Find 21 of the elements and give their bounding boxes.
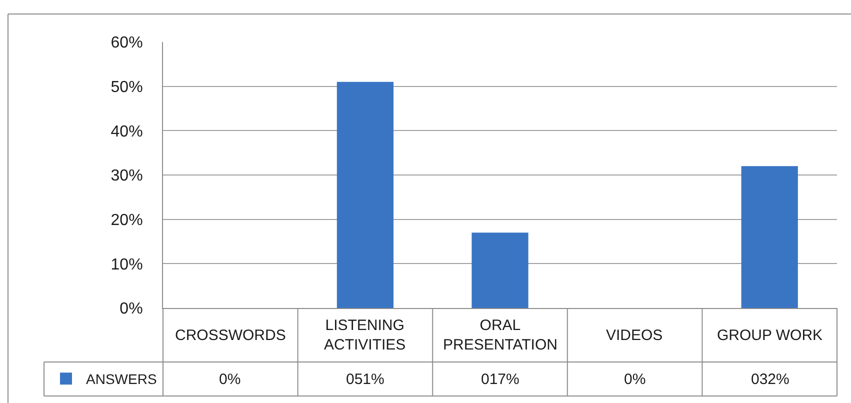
bar — [472, 232, 528, 308]
y-tick-label: 0% — [120, 300, 143, 318]
y-tick-label: 40% — [110, 123, 143, 140]
y-tick-label: 10% — [110, 256, 143, 274]
data-label: 032% — [751, 371, 790, 388]
x-tick-label: LISTENING ACTIVITIES — [324, 317, 406, 354]
x-tick-label: VIDEOS — [606, 327, 663, 344]
x-tick-label: CROSSWORDS — [175, 327, 286, 344]
y-tick-label: 60% — [110, 34, 143, 52]
data-label: 0% — [219, 371, 241, 388]
y-tick-label: 20% — [110, 212, 143, 229]
x-tick-label: ORAL PRESENTATION — [443, 317, 558, 354]
x-tick-label: GROUP WORK — [717, 327, 823, 344]
data-label: 0% — [624, 371, 646, 388]
data-label: 051% — [346, 371, 384, 388]
y-tick-label: 30% — [110, 168, 143, 185]
bar — [336, 82, 394, 308]
y-tick-label: 50% — [110, 78, 143, 96]
legend-label: ANSWERS — [86, 371, 157, 388]
bar — [741, 166, 798, 308]
data-label: 017% — [481, 371, 520, 388]
